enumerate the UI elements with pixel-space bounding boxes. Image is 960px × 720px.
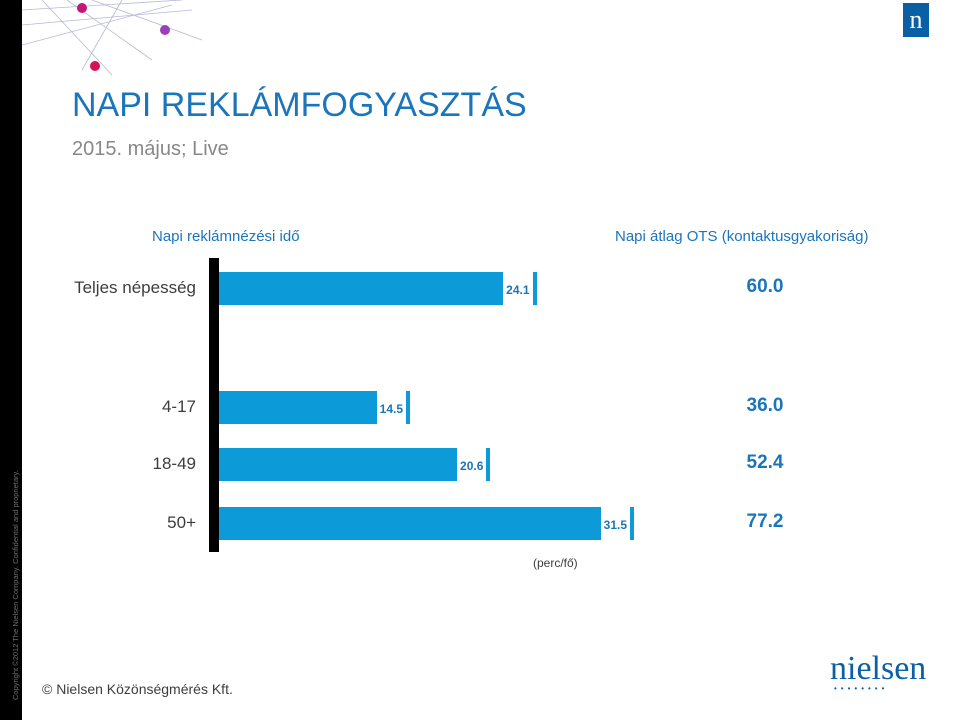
bar-value-label: 20.6 bbox=[457, 448, 487, 481]
bar: 20.6 bbox=[219, 448, 491, 481]
page-title: NAPI REKLÁMFOGYASZTÁS bbox=[72, 86, 527, 124]
bar: 24.1 bbox=[219, 272, 537, 305]
chart-axis bbox=[209, 258, 219, 552]
category-label: 18-49 bbox=[152, 454, 196, 473]
category-label: 4-17 bbox=[161, 397, 196, 416]
bar: 14.5 bbox=[219, 391, 411, 424]
ots-value-label: 60.0 bbox=[746, 276, 784, 297]
category-label: Teljes népesség bbox=[74, 278, 196, 297]
copyright-note: Copyright ©2012 The Nielsen Company. Con… bbox=[11, 470, 20, 700]
page-subtitle: 2015. május; Live bbox=[72, 138, 229, 160]
nielsen-logo: nielsen bbox=[830, 650, 927, 687]
ots-value-label: 77.2 bbox=[746, 511, 784, 532]
category-label: 50+ bbox=[167, 513, 196, 532]
chart-right-header: Napi átlag OTS (kontaktusgyakoriság) bbox=[615, 228, 869, 245]
bar-value-label: 14.5 bbox=[376, 391, 407, 424]
footer-copyright: © Nielsen Közönségmérés Kft. bbox=[42, 681, 233, 697]
chart-left-header: Napi reklámnézési idő bbox=[152, 228, 300, 245]
ots-value-label: 36.0 bbox=[746, 395, 784, 416]
decorative-lines bbox=[22, 0, 203, 76]
side-strip: Copyright ©2012 The Nielsen Company. Con… bbox=[0, 0, 22, 720]
bar: 31.5 bbox=[219, 507, 634, 540]
bar-value-label: 31.5 bbox=[600, 507, 630, 540]
ots-value-label: 52.4 bbox=[746, 452, 784, 473]
bar-value-label: 24.1 bbox=[503, 272, 533, 305]
unit-label: (perc/fő) bbox=[533, 556, 578, 570]
corner-logo: n bbox=[903, 3, 929, 37]
logo-dots: •••••••• bbox=[834, 684, 889, 693]
